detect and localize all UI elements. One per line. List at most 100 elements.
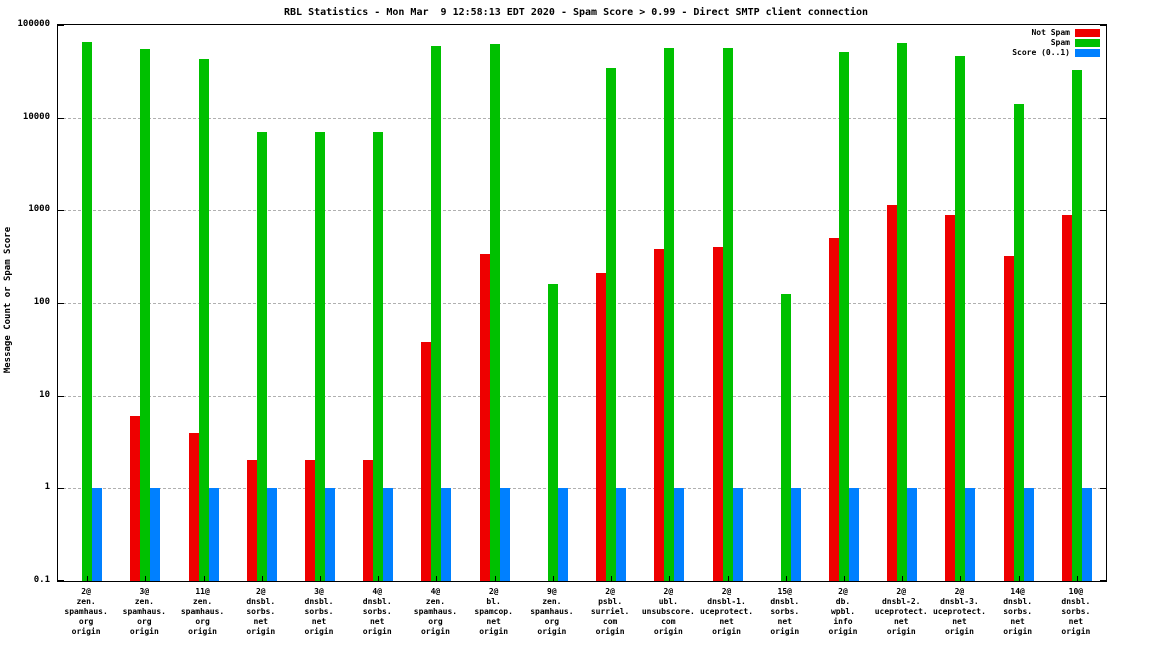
bar-spam-18 [1071,69,1082,581]
legend: Not Spam Spam Score (0..1) [1012,28,1100,57]
bar-score-0-1-3 [208,488,219,581]
legend-item: Not Spam [1031,28,1100,37]
bar-not-spam-5 [305,460,315,581]
x-tick-mark [494,576,496,581]
x-tick-mark [1018,576,1020,581]
bar-score-0-1-11 [674,488,685,581]
bar-not-spam-4 [246,460,257,581]
bar-spam-11 [664,47,675,581]
y-tick-mark [58,303,64,304]
x-tick-mark [844,576,845,581]
plot-area: Not Spam Spam Score (0..1) [57,24,1107,582]
legend-swatch-score-0-1 [1075,48,1100,57]
bar-spam-13 [780,294,791,581]
bar-score-0-1-1 [92,488,103,581]
bar-spam-14 [839,52,849,581]
x-tick-label-2: 3@ zen. spamhaus. org origin [122,587,166,636]
y-tick-label-100000: 100000 [17,19,50,29]
bar-not-spam-15 [887,204,898,581]
x-tick-label-16: 2@ dnsbl-3. uceprotect. net origin [932,587,986,636]
x-tick-label-12: 2@ dnsbl-1. uceprotect. net origin [700,587,754,636]
x-tick-mark [960,576,962,581]
y-tick-mark [58,25,64,26]
x-tick-label-10: 2@ psbl. surriel. com origin [590,587,630,636]
x-tick-label-11: 2@ ubl. unsubscore. com origin [641,587,695,636]
bar-not-spam-12 [712,247,723,581]
y-tick-mark [58,210,64,212]
bar-not-spam-11 [654,249,665,581]
legend-item: Spam [1051,38,1100,47]
bar-score-0-1-5 [325,488,335,581]
x-tick-label-5: 3@ dnsbl. sorbs. net origin [304,587,334,636]
y-tick-mark [58,488,64,490]
legend-swatch-not-spam [1075,28,1100,37]
bar-not-spam-7 [421,341,432,581]
bar-not-spam-14 [829,238,839,581]
x-tick-mark [436,576,438,581]
y-tick-mark [1100,117,1106,119]
x-tick-label-14: 2@ db. wpbl. info origin [828,587,858,636]
x-tick-mark [203,576,205,581]
bar-spam-17 [1013,104,1024,581]
x-tick-mark [785,576,787,581]
bar-not-spam-3 [188,432,199,581]
bar-score-0-1-7 [441,488,452,581]
bar-spam-6 [373,132,384,581]
bar-spam-2 [140,49,151,581]
chart-title: RBL Statistics - Mon Mar 9 12:58:13 EDT … [284,7,868,18]
x-tick-label-18: 10@ dnsbl. sorbs. net origin [1061,587,1091,636]
bar-score-0-1-18 [1081,488,1092,581]
bar-spam-16 [955,56,966,581]
bar-score-0-1-14 [849,488,859,581]
bar-spam-8 [489,44,500,581]
x-tick-mark [902,576,904,581]
y-tick-mark [1100,488,1106,490]
bar-spam-7 [431,45,442,581]
legend-label: Spam [1050,38,1070,47]
bar-not-spam-6 [363,460,374,581]
bar-score-0-1-2 [150,488,161,581]
x-tick-label-4: 2@ dnsbl. sorbs. net origin [246,587,276,636]
x-tick-mark [1076,576,1078,581]
y-tick-mark [1100,303,1106,304]
x-tick-label-8: 2@ bl. spamcop. net origin [474,587,513,636]
legend-label: Not Spam [1031,28,1070,37]
bar-score-0-1-13 [790,488,801,581]
y-tick-mark [1100,580,1106,581]
x-tick-label-3: 11@ zen. spamhaus. org origin [180,587,225,636]
bar-not-spam-10 [596,273,607,581]
bar-spam-12 [722,47,733,581]
x-tick-label-15: 2@ dnsbl-2. uceprotect. net origin [874,587,928,636]
x-tick-mark [669,576,671,581]
y-tick-label-100: 100 [33,297,50,307]
x-tick-label-6: 4@ dnsbl. sorbs. net origin [362,587,392,636]
bar-not-spam-16 [945,214,956,581]
x-tick-mark [727,576,729,581]
bar-spam-10 [606,68,617,581]
x-tick-mark [87,576,89,581]
x-tick-mark [378,576,380,581]
bar-spam-1 [82,42,93,581]
legend-item: Score (0..1) [1012,48,1100,57]
x-tick-label-17: 14@ dnsbl. sorbs. net origin [1003,587,1033,636]
y-tick-mark [1100,210,1106,212]
bar-not-spam-17 [1003,256,1014,581]
bar-score-0-1-12 [732,488,743,581]
bar-not-spam-2 [130,416,141,581]
legend-swatch-spam [1075,38,1100,47]
bar-spam-4 [256,132,267,581]
y-tick-label-0.1: 0.1 [33,575,50,585]
x-tick-mark [611,576,613,581]
y-tick-mark [58,117,64,119]
x-tick-mark [552,576,554,581]
y-tick-label-10000: 10000 [22,111,50,122]
bar-score-0-1-8 [499,488,510,581]
bar-score-0-1-10 [616,488,627,581]
gridline-y-1 [58,488,1106,490]
bar-spam-5 [315,132,325,581]
bar-score-0-1-4 [266,488,277,581]
x-tick-label-9: 9@ zen. spamhaus. org origin [530,587,574,636]
gridline-y-1000 [58,210,1106,212]
gridline-y-10 [58,395,1106,397]
